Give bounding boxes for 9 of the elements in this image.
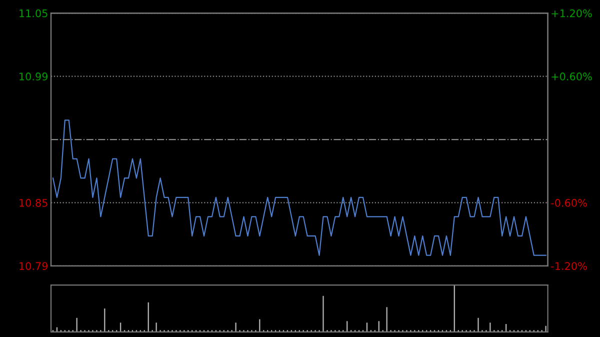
y2-tick-label: +0.60% xyxy=(552,72,592,80)
y2-tick-label: +1.20% xyxy=(552,9,592,18)
y-tick-label: 10.79 xyxy=(20,262,48,270)
y-tick-label: 10.99 xyxy=(20,72,48,80)
y2-tick-label: -1.20% xyxy=(551,262,587,270)
y2-tick-label: -0.60% xyxy=(551,198,587,207)
line-series xyxy=(52,120,546,256)
y-tick-label: 11.05 xyxy=(20,9,48,18)
y-tick-label: 10.85 xyxy=(20,198,48,207)
